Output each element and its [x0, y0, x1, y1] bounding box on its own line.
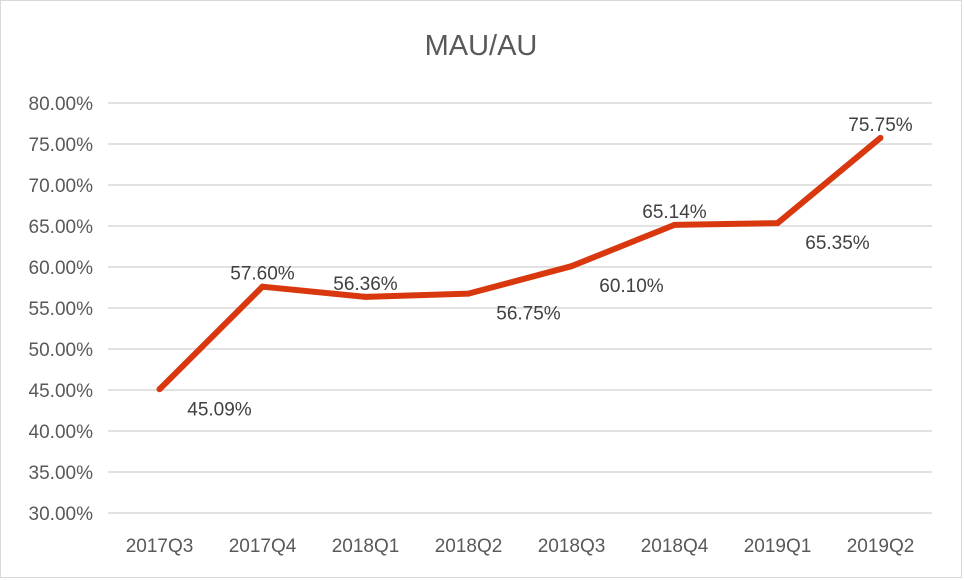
y-tick-label: 45.00%	[29, 381, 94, 402]
y-tick-label: 40.00%	[29, 422, 94, 443]
y-tick-label: 75.00%	[29, 135, 94, 156]
gridlines	[108, 102, 932, 514]
data-label: 56.75%	[496, 304, 561, 325]
data-label: 65.35%	[805, 233, 870, 254]
y-tick-label: 70.00%	[29, 176, 94, 197]
data-label: 56.36%	[333, 274, 398, 295]
y-tick-label: 50.00%	[29, 340, 94, 361]
y-tick-label: 65.00%	[29, 217, 94, 238]
data-point	[774, 220, 781, 227]
x-tick-label: 2019Q2	[847, 536, 915, 557]
data-labels: 45.09% 57.60% 56.36% 56.75% 60.10% 65.14% 65.3…	[187, 115, 913, 420]
y-tick-label: 60.00%	[29, 258, 94, 279]
data-point	[671, 221, 678, 228]
series-line	[157, 135, 883, 392]
x-tick-label: 2017Q4	[229, 536, 297, 557]
data-label: 75.75%	[848, 115, 913, 136]
x-tick-label: 2018Q2	[435, 536, 503, 557]
data-point	[465, 290, 472, 297]
data-point	[568, 263, 575, 270]
y-tick-label: 35.00%	[29, 463, 94, 484]
x-tick-label: 2018Q3	[538, 536, 606, 557]
data-point	[362, 293, 369, 300]
x-tick-label: 2018Q1	[332, 536, 400, 557]
data-point	[259, 283, 266, 290]
x-tick-label: 2018Q4	[641, 536, 709, 557]
data-label: 65.14%	[642, 202, 707, 223]
y-tick-label: 30.00%	[29, 504, 94, 525]
x-tick-label: 2019Q1	[744, 536, 812, 557]
data-point	[156, 386, 163, 393]
y-tick-label: 55.00%	[29, 299, 94, 320]
data-label: 57.60%	[230, 264, 295, 285]
x-tick-label: 2017Q3	[126, 536, 194, 557]
x-axis-labels: 2017Q3 2017Q4 2018Q1 2018Q2 2018Q3 2018Q4 2019…	[126, 536, 915, 557]
data-label: 45.09%	[187, 399, 252, 420]
y-axis-labels: 30.00% 35.00% 40.00% 45.00% 50.00% 55.00% 60.0…	[29, 94, 94, 525]
chart-title: MAU/AU	[425, 30, 538, 62]
data-label: 60.10%	[599, 276, 664, 297]
y-tick-label: 80.00%	[29, 94, 94, 115]
series-layer	[157, 135, 883, 392]
data-point	[877, 134, 884, 141]
points-layer	[156, 134, 884, 393]
